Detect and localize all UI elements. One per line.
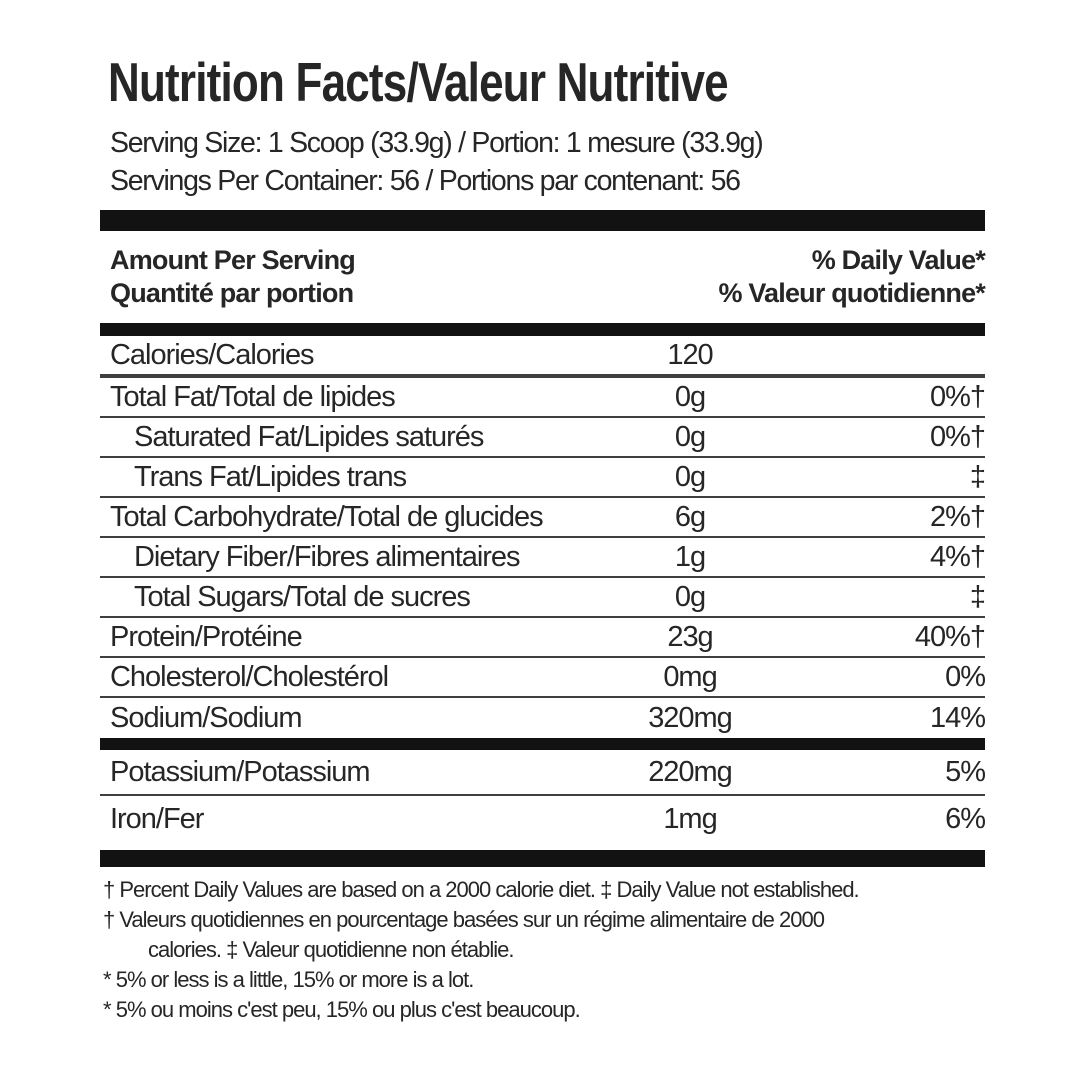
nutrient-amount: 0mg <box>663 660 717 693</box>
daily-value-fr: % Valeur quotidienne* <box>718 278 985 308</box>
nutrient-daily-value: ‡ <box>969 580 986 613</box>
nutrient-daily-value: 4%† <box>930 540 986 573</box>
nutrient-name: Trans Fat/Lipides trans <box>134 460 407 493</box>
nutrient-name: Protein/Protéine <box>110 620 303 653</box>
nutrient-amount: 0g <box>674 380 706 413</box>
separator-bar-header <box>100 323 985 336</box>
separator-bar-minerals <box>100 738 985 750</box>
nutrient-amount: 120 <box>667 338 713 371</box>
nutrient-name: Total Carbohydrate/Total de glucides <box>110 500 544 533</box>
nutrient-daily-value: 0%† <box>930 420 986 453</box>
servings-per-container-line: Servings Per Container: 56 / Portions pa… <box>110 165 741 197</box>
separator-bar-bottom <box>100 850 985 867</box>
nutrient-daily-value: ‡ <box>969 460 986 493</box>
nutrient-amount: 6g <box>674 500 706 533</box>
nutrient-name: Total Sugars/Total de sucres <box>134 580 471 613</box>
nutrient-row: Calories/Calories 120 <box>100 336 985 378</box>
nutrient-row: Dietary Fiber/Fibres alimentaires 1g 4%† <box>100 538 986 578</box>
nutrient-row: Sodium/Sodium 320mg 14% <box>100 698 986 738</box>
nutrient-name: Total Fat/Total de lipides <box>110 380 396 413</box>
separator-bar-top <box>100 210 985 231</box>
nutrient-table: Calories/Calories 120 Total Fat/Total de… <box>100 336 986 738</box>
mineral-name: Iron/Fer <box>110 802 204 835</box>
nutrient-daily-value: 0%† <box>930 380 986 413</box>
nutrient-row: Trans Fat/Lipides trans 0g ‡ <box>100 458 986 498</box>
footnote: * 5% or less is a little, 15% or more is… <box>103 967 474 992</box>
nutrient-row: Cholesterol/Cholestérol 0mg 0% <box>100 658 986 698</box>
nutrient-daily-value: 0% <box>945 660 986 693</box>
nutrient-amount: 0g <box>674 420 706 453</box>
nutrient-amount: 320mg <box>648 701 733 734</box>
nutrient-daily-value: 40%† <box>914 620 986 653</box>
mineral-table: Potassium/Potassium 220mg 5% Iron/Fer 1m… <box>100 750 986 842</box>
nutrient-daily-value: 2%† <box>930 500 986 533</box>
footnote: † Percent Daily Values are based on a 20… <box>103 877 860 902</box>
nutrient-row: Total Fat/Total de lipides 0g 0%† <box>100 378 986 418</box>
nutrition-facts-label: Nutrition Facts/Valeur Nutritive Serving… <box>100 51 986 1025</box>
daily-value-header: % Daily Value* % Valeur quotidienne* <box>718 244 985 310</box>
daily-value-en: % Daily Value* <box>811 245 986 275</box>
amount-per-serving-fr: Quantité par portion <box>110 278 354 308</box>
nutrient-row: Protein/Protéine 23g 40%† <box>100 618 986 658</box>
amount-per-serving-header: Amount Per Serving Quantité par portion <box>110 244 356 310</box>
mineral-daily-value: 6% <box>945 802 986 835</box>
label-title: Nutrition Facts/Valeur Nutritive <box>108 51 729 113</box>
nutrient-amount: 0g <box>674 580 706 613</box>
footnote: * 5% ou moins c'est peu, 15% ou plus c'e… <box>103 997 581 1022</box>
footnote: † Valeurs quotidiennes en pourcentage ba… <box>103 907 825 962</box>
nutrient-amount: 1g <box>674 540 706 573</box>
nutrient-row: Total Sugars/Total de sucres 0g ‡ <box>100 578 986 618</box>
mineral-amount: 220mg <box>648 755 733 788</box>
mineral-row: Iron/Fer 1mg 6% <box>100 796 986 842</box>
mineral-daily-value: 5% <box>945 755 986 788</box>
nutrient-name: Sodium/Sodium <box>110 701 303 734</box>
mineral-name: Potassium/Potassium <box>110 755 371 788</box>
nutrient-name: Saturated Fat/Lipides saturés <box>134 420 484 453</box>
nutrient-amount: 0g <box>674 460 706 493</box>
mineral-amount: 1mg <box>663 802 717 835</box>
serving-size-line: Serving Size: 1 Scoop (33.9g) / Portion:… <box>110 127 764 159</box>
column-header-row: Amount Per Serving Quantité par portion … <box>100 231 986 323</box>
mineral-row: Potassium/Potassium 220mg 5% <box>100 750 986 796</box>
footnotes: † Percent Daily Values are based on a 20… <box>100 875 985 1025</box>
serving-info: Serving Size: 1 Scoop (33.9g) / Portion:… <box>100 124 985 200</box>
nutrient-row: Saturated Fat/Lipides saturés 0g 0%† <box>100 418 986 458</box>
nutrient-name: Cholesterol/Cholestérol <box>110 660 389 693</box>
nutrient-row: Total Carbohydrate/Total de glucides 6g … <box>100 498 986 538</box>
nutrient-daily-value: 14% <box>930 701 986 734</box>
nutrient-amount: 23g <box>667 620 713 653</box>
nutrient-name: Calories/Calories <box>110 338 315 371</box>
nutrient-name: Dietary Fiber/Fibres alimentaires <box>134 540 521 573</box>
amount-per-serving-en: Amount Per Serving <box>110 245 356 275</box>
